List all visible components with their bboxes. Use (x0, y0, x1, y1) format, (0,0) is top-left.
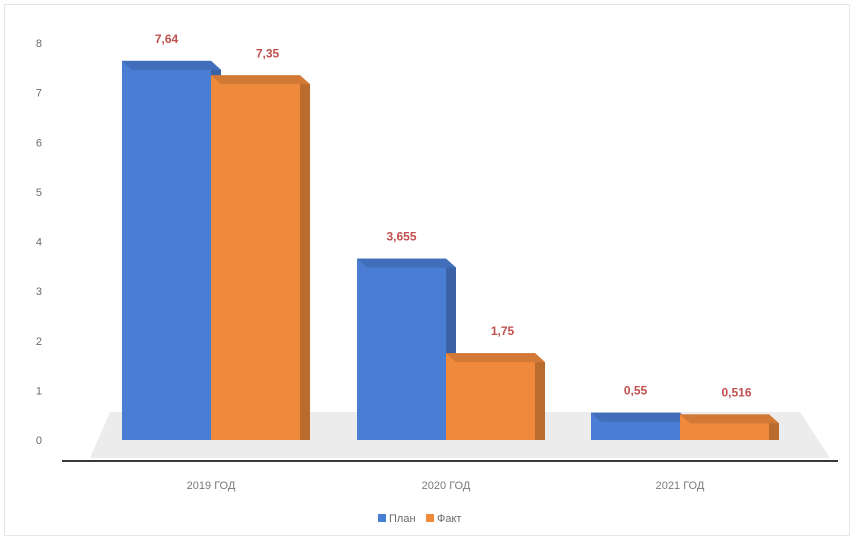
x-category-label: 2019 ГОД (187, 480, 236, 492)
data-label: 3,655 (386, 230, 416, 244)
bar (591, 412, 690, 440)
y-tick-label: 2 (36, 336, 42, 348)
legend-label: План (389, 513, 416, 525)
data-label: 1,75 (491, 324, 515, 338)
data-labels-layer: 7,64 7,35 3,655 1,75 0,55 0,516 (155, 32, 752, 400)
y-tick-label: 0 (36, 435, 42, 447)
bar (446, 353, 545, 440)
data-label: 0,516 (721, 385, 751, 399)
bar (680, 414, 779, 440)
y-tick-label: 6 (36, 137, 42, 149)
bars-layer (122, 60, 779, 441)
y-tick-label: 1 (36, 385, 42, 397)
legend-label: Факт (437, 513, 461, 525)
y-tick-label: 7 (36, 88, 42, 100)
data-label: 7,64 (155, 32, 179, 46)
bar-top-face (591, 412, 690, 422)
legend-swatch (378, 514, 386, 522)
x-category-label: 2020 ГОД (422, 480, 471, 492)
bar-top-face (446, 353, 545, 363)
y-tick-label: 5 (36, 187, 42, 199)
legend-swatch (426, 514, 434, 522)
data-label: 7,35 (256, 46, 280, 60)
data-label: 0,55 (624, 384, 648, 398)
axis-layer: 0 1 2 3 4 5 6 7 8 2019 ГОД 2020 ГОД 2021 ГОД (36, 38, 838, 492)
bar (122, 60, 221, 441)
y-tick-label: 8 (36, 38, 42, 50)
bar-front-face (357, 258, 446, 440)
x-category-label: 2021 ГОД (656, 480, 705, 492)
bar-front-face (211, 75, 300, 440)
bar-top-face (122, 60, 221, 70)
y-tick-label: 3 (36, 286, 42, 298)
bar (211, 75, 310, 440)
bar-top-face (680, 414, 779, 424)
y-tick-label: 4 (36, 237, 42, 249)
legend: План Факт (378, 513, 461, 525)
bar-top-face (357, 258, 456, 268)
bar-side-face (300, 75, 310, 440)
bar-top-face (211, 75, 310, 85)
bar (357, 258, 456, 440)
bar-front-face (122, 60, 211, 441)
bar-side-face (535, 353, 545, 440)
bar-front-face (446, 353, 535, 440)
